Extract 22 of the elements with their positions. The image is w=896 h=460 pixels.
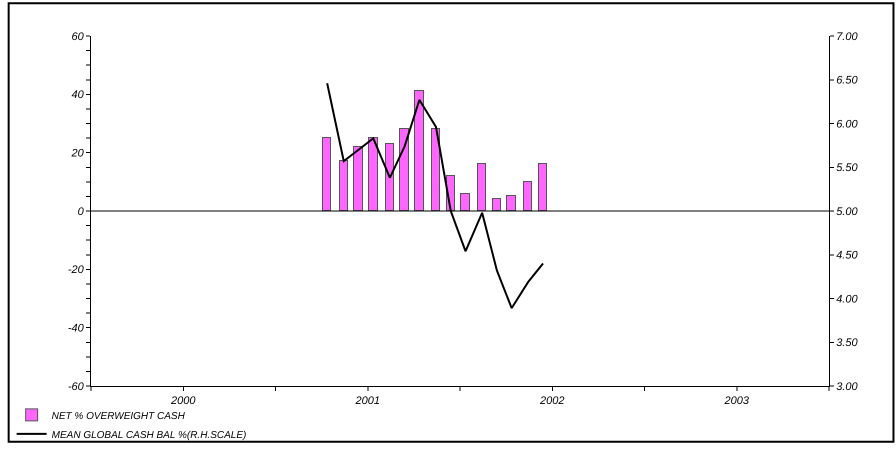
y-tick-label: -40: [68, 322, 85, 335]
x-tick-label: 2000: [170, 395, 196, 408]
y2-tick-label: 4.00: [836, 293, 858, 306]
y2-tick-label: 5.50: [836, 162, 858, 174]
y2-tick-label: 6.50: [836, 74, 858, 87]
y-tick-label: 0: [78, 206, 85, 218]
y2-tick-label: 6.00: [836, 118, 858, 130]
y2-tick-label: 3.50: [836, 337, 858, 350]
legend-label: NET % OVERWEIGHT CASH: [52, 410, 186, 422]
y2-tick-label: 4.50: [836, 250, 858, 262]
x-tick-label: 2002: [539, 395, 564, 408]
x-tick-label: 2003: [724, 395, 750, 408]
y-tick-label: 60: [72, 30, 85, 43]
y-tick-label: 40: [72, 89, 85, 102]
y2-tick-label: 3.00: [836, 380, 858, 393]
y2-tick-label: 7.00: [836, 30, 858, 43]
x-tick-label: 2001: [354, 395, 380, 408]
legend-label: MEAN GLOBAL CASH BAL %(R.H.SCALE): [52, 430, 246, 441]
y-tick-label: -60: [68, 380, 85, 393]
y-tick-label: -20: [68, 264, 85, 276]
y2-tick-label: 5.00: [836, 206, 858, 218]
y-tick-label: 20: [70, 148, 85, 160]
